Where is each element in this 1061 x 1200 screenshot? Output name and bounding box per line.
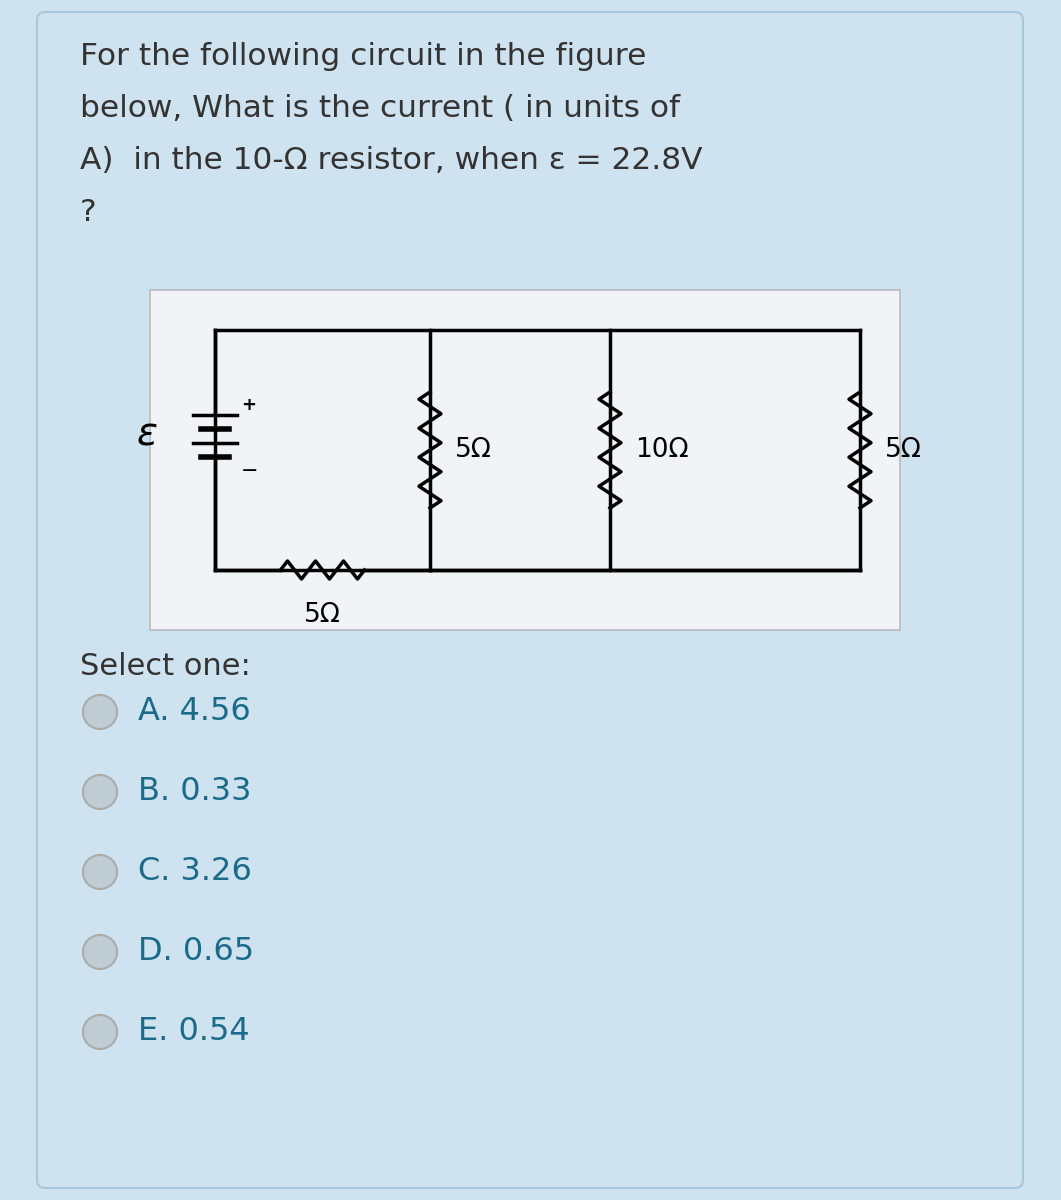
Text: below, What is the current ( in units of: below, What is the current ( in units of <box>80 94 680 122</box>
Text: ε: ε <box>137 416 157 454</box>
Text: 10Ω: 10Ω <box>634 437 689 463</box>
Text: E. 0.54: E. 0.54 <box>138 1016 249 1048</box>
Text: A)  in the 10-Ω resistor, when ε = 22.8V: A) in the 10-Ω resistor, when ε = 22.8V <box>80 146 702 175</box>
FancyBboxPatch shape <box>37 12 1023 1188</box>
Circle shape <box>83 854 117 889</box>
Text: For the following circuit in the figure: For the following circuit in the figure <box>80 42 646 71</box>
Circle shape <box>83 775 117 809</box>
Text: +: + <box>241 396 256 414</box>
Text: 5Ω: 5Ω <box>885 437 922 463</box>
FancyBboxPatch shape <box>150 290 900 630</box>
Text: D. 0.65: D. 0.65 <box>138 936 255 967</box>
Text: 5Ω: 5Ω <box>455 437 492 463</box>
Circle shape <box>83 695 117 728</box>
Text: C. 3.26: C. 3.26 <box>138 857 251 888</box>
Text: A. 4.56: A. 4.56 <box>138 696 250 727</box>
Text: B. 0.33: B. 0.33 <box>138 776 251 808</box>
Circle shape <box>83 1015 117 1049</box>
Text: Select one:: Select one: <box>80 652 250 680</box>
Text: 5Ω: 5Ω <box>305 602 341 628</box>
Text: −: − <box>241 461 259 481</box>
Text: ?: ? <box>80 198 97 227</box>
Circle shape <box>83 935 117 970</box>
